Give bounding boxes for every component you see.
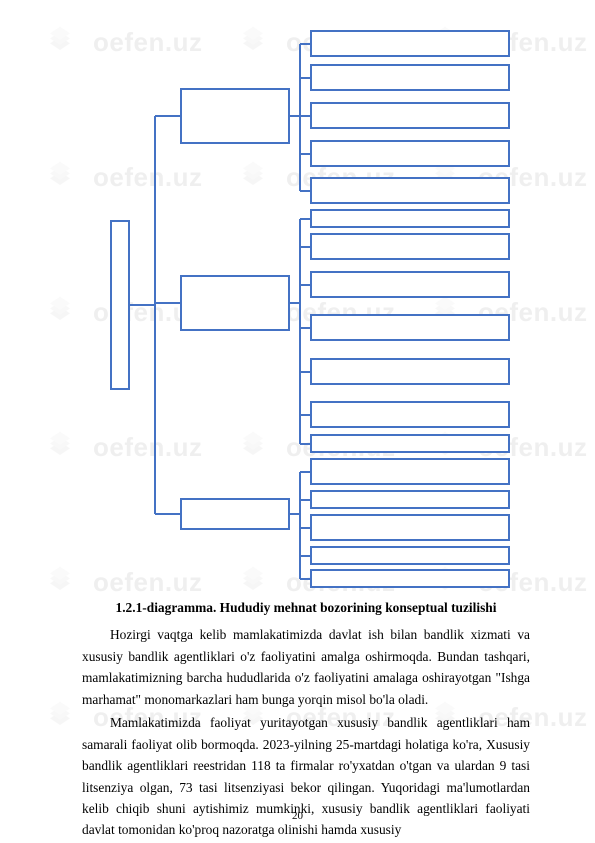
org-diagram (110, 30, 510, 585)
diagram-leaf-13 (310, 490, 510, 509)
stack-icon (45, 695, 85, 740)
conn-mid-trunk-0 (299, 44, 301, 191)
conn-leaf-14 (300, 527, 310, 529)
conn-leaf-10 (300, 414, 310, 416)
conn-leaf-8 (300, 327, 310, 329)
conn-leaf-9 (300, 371, 310, 373)
diagram-leaf-11 (310, 434, 510, 453)
diagram-leaf-5 (310, 209, 510, 228)
conn-leaf-7 (300, 284, 310, 286)
diagram-leaf-12 (310, 458, 510, 485)
diagram-leaf-1 (310, 64, 510, 91)
stack-icon (45, 560, 85, 605)
diagram-mid-box-0 (180, 88, 290, 144)
stack-icon (45, 290, 85, 335)
conn-root-trunk (154, 116, 156, 514)
stack-icon (45, 425, 85, 470)
diagram-leaf-0 (310, 30, 510, 57)
diagram-leaf-10 (310, 401, 510, 428)
diagram-caption: 1.2.1-diagramma. Hududiy mehnat bozorini… (82, 597, 530, 618)
diagram-leaf-15 (310, 546, 510, 565)
conn-root-stub (130, 304, 155, 306)
conn-leaf-6 (300, 246, 310, 248)
diagram-leaf-6 (310, 233, 510, 260)
conn-mid-trunk-1 (299, 219, 301, 444)
conn-leaf-0 (300, 43, 310, 45)
conn-leaf-3 (300, 153, 310, 155)
conn-root-mid-1 (155, 302, 180, 304)
page-number: 20 (0, 810, 595, 822)
conn-leaf-4 (300, 190, 310, 192)
diagram-leaf-3 (310, 140, 510, 167)
diagram-leaf-4 (310, 177, 510, 204)
stack-icon (45, 20, 85, 65)
diagram-leaf-14 (310, 514, 510, 541)
diagram-leaf-8 (310, 314, 510, 341)
diagram-root-box (110, 220, 130, 390)
conn-leaf-12 (300, 471, 310, 473)
diagram-leaf-9 (310, 358, 510, 385)
paragraph-1: Hozirgi vaqtga kelib mamlakatimizda davl… (82, 624, 530, 710)
diagram-leaf-7 (310, 271, 510, 298)
conn-leaf-13 (300, 499, 310, 501)
conn-leaf-5 (300, 218, 310, 220)
conn-mid-trunk-2 (299, 472, 301, 579)
conn-root-mid-2 (155, 513, 180, 515)
conn-leaf-16 (300, 578, 310, 580)
page-content: 1.2.1-diagramma. Hududiy mehnat bozorini… (82, 597, 530, 843)
conn-leaf-11 (300, 443, 310, 445)
diagram-leaf-16 (310, 569, 510, 588)
stack-icon (45, 155, 85, 200)
conn-root-mid-0 (155, 115, 180, 117)
conn-leaf-2 (300, 115, 310, 117)
diagram-mid-box-1 (180, 275, 290, 331)
diagram-mid-box-2 (180, 498, 290, 530)
conn-leaf-1 (300, 77, 310, 79)
diagram-leaf-2 (310, 102, 510, 129)
conn-leaf-15 (300, 555, 310, 557)
